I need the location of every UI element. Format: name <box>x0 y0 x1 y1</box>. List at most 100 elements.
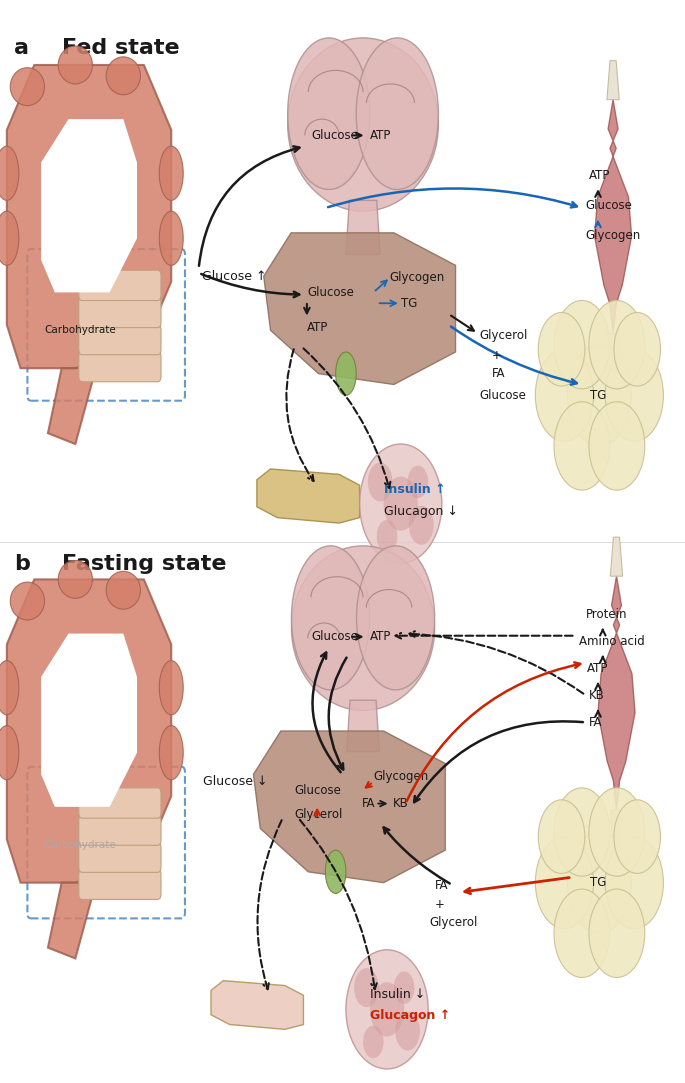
Ellipse shape <box>554 402 610 491</box>
Text: ATP: ATP <box>307 321 328 334</box>
Ellipse shape <box>589 889 645 978</box>
Ellipse shape <box>292 546 434 710</box>
Text: Glycogen: Glycogen <box>373 770 429 783</box>
Ellipse shape <box>567 832 632 934</box>
Text: ATP: ATP <box>589 169 610 182</box>
Polygon shape <box>610 810 623 849</box>
Text: FA: FA <box>362 797 375 810</box>
Text: Glucose: Glucose <box>586 199 632 212</box>
Ellipse shape <box>10 67 45 106</box>
Polygon shape <box>41 119 137 292</box>
Text: Glycogen: Glycogen <box>389 271 445 284</box>
FancyBboxPatch shape <box>79 325 161 355</box>
Text: Glucose: Glucose <box>295 784 341 797</box>
Text: FA: FA <box>435 879 449 892</box>
Ellipse shape <box>395 1012 420 1051</box>
Ellipse shape <box>113 327 147 365</box>
Text: Glucose: Glucose <box>312 129 358 142</box>
Ellipse shape <box>288 38 438 211</box>
Ellipse shape <box>535 349 593 442</box>
Ellipse shape <box>58 45 92 83</box>
Ellipse shape <box>614 799 660 873</box>
FancyBboxPatch shape <box>79 843 161 873</box>
Text: Fasting state: Fasting state <box>62 554 226 574</box>
Ellipse shape <box>554 300 610 389</box>
Text: Fed state: Fed state <box>62 38 179 57</box>
Ellipse shape <box>346 950 428 1069</box>
Text: Glucose: Glucose <box>307 286 353 299</box>
Polygon shape <box>607 334 619 373</box>
Ellipse shape <box>384 477 418 531</box>
Ellipse shape <box>409 506 434 545</box>
Text: b: b <box>14 554 29 574</box>
FancyBboxPatch shape <box>79 814 161 845</box>
Ellipse shape <box>0 146 19 200</box>
Polygon shape <box>346 200 380 255</box>
Text: Glucagon ↓: Glucagon ↓ <box>384 505 458 518</box>
Ellipse shape <box>336 352 356 395</box>
Text: ATP: ATP <box>370 630 391 643</box>
Ellipse shape <box>0 661 19 715</box>
Text: TG: TG <box>590 876 607 889</box>
Ellipse shape <box>377 520 397 552</box>
Text: Glycerol: Glycerol <box>479 329 528 342</box>
Text: KB: KB <box>393 797 409 810</box>
FancyBboxPatch shape <box>79 788 161 819</box>
FancyBboxPatch shape <box>79 271 161 301</box>
Ellipse shape <box>356 546 435 690</box>
Text: Amino acid: Amino acid <box>579 635 645 648</box>
Ellipse shape <box>0 726 19 780</box>
Ellipse shape <box>159 211 184 265</box>
Polygon shape <box>48 368 96 444</box>
Polygon shape <box>48 883 96 958</box>
Polygon shape <box>598 576 635 810</box>
Ellipse shape <box>291 546 370 690</box>
Text: KB: KB <box>589 689 605 702</box>
Ellipse shape <box>0 211 19 265</box>
Ellipse shape <box>606 836 663 929</box>
Ellipse shape <box>159 661 184 715</box>
Text: Glucose ↑: Glucose ↑ <box>202 270 266 283</box>
Polygon shape <box>7 579 171 883</box>
Ellipse shape <box>106 572 140 609</box>
Ellipse shape <box>535 836 593 929</box>
Ellipse shape <box>589 300 645 389</box>
Text: Protein: Protein <box>586 608 627 621</box>
Polygon shape <box>253 731 445 883</box>
Ellipse shape <box>325 850 346 893</box>
Polygon shape <box>257 469 360 523</box>
Ellipse shape <box>113 843 147 879</box>
Text: TG: TG <box>590 389 607 402</box>
FancyBboxPatch shape <box>27 249 185 401</box>
Polygon shape <box>610 537 623 576</box>
FancyBboxPatch shape <box>27 767 185 918</box>
Ellipse shape <box>394 971 414 1004</box>
Text: Glucose: Glucose <box>479 389 526 402</box>
Text: FA: FA <box>589 716 603 729</box>
FancyBboxPatch shape <box>79 298 161 328</box>
Polygon shape <box>347 701 379 752</box>
Ellipse shape <box>58 560 92 598</box>
Ellipse shape <box>363 1026 384 1058</box>
Ellipse shape <box>368 462 393 501</box>
Ellipse shape <box>106 56 140 95</box>
Polygon shape <box>7 65 171 368</box>
Ellipse shape <box>538 313 585 387</box>
Ellipse shape <box>538 799 585 873</box>
FancyBboxPatch shape <box>79 869 161 899</box>
Polygon shape <box>264 233 456 384</box>
Ellipse shape <box>288 38 370 190</box>
Ellipse shape <box>408 466 428 498</box>
Text: ATP: ATP <box>587 662 608 675</box>
Text: Glycerol: Glycerol <box>295 808 343 821</box>
Ellipse shape <box>606 349 663 442</box>
Ellipse shape <box>159 726 184 780</box>
Text: FA: FA <box>492 367 506 380</box>
FancyBboxPatch shape <box>79 351 161 382</box>
Polygon shape <box>41 634 137 807</box>
Ellipse shape <box>360 444 442 563</box>
Text: TG: TG <box>401 297 417 310</box>
Ellipse shape <box>159 146 184 200</box>
Text: +: + <box>435 898 445 911</box>
Text: Insulin ↑: Insulin ↑ <box>384 483 445 496</box>
